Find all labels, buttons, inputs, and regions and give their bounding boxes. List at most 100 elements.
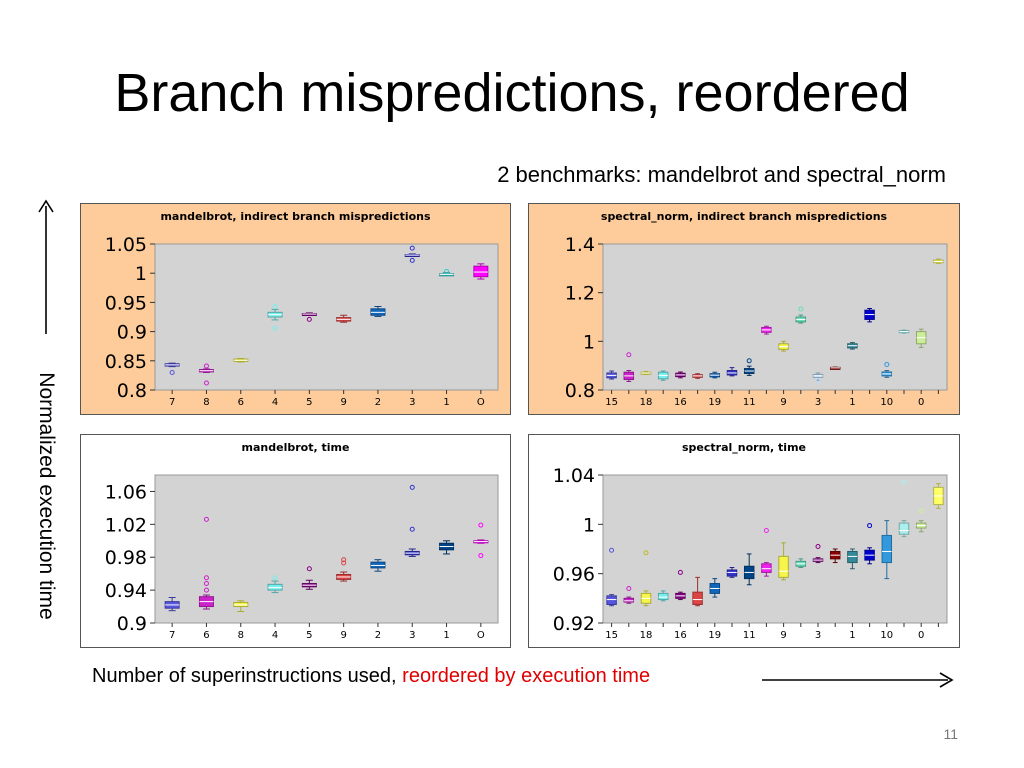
y-tick-label: 0.95 (105, 292, 147, 314)
box-4 (898, 479, 910, 538)
y-tick-label: 1.4 (565, 234, 595, 256)
y-tick-label: 1.04 (553, 465, 595, 487)
outlier-point (867, 523, 873, 529)
box-5 (301, 566, 317, 590)
chart-title: spectral_norm, time (682, 441, 806, 454)
chart-title: mandelbrot, indirect branch mispredictio… (160, 210, 431, 223)
x-tick-label: 9 (340, 397, 346, 408)
outlier-point (272, 575, 278, 581)
chart-mandelbrot-time: mandelbrot, time 0.9 0.94 0.98 1.02 1.06 7 6 8 4 5… (80, 434, 511, 648)
box-3 (404, 484, 420, 557)
box-7 (164, 362, 180, 375)
box-2 (829, 366, 841, 370)
x-tick-label: 0 (918, 397, 924, 408)
x-tick-label: 0 (918, 630, 924, 641)
x-tick-label: 7 (169, 630, 175, 641)
x-tick-label: 10 (880, 397, 893, 408)
outlier-point (815, 378, 821, 384)
x-tick-label: 2 (375, 397, 381, 408)
box-body (606, 595, 617, 606)
x-tick-label: 4 (272, 630, 278, 641)
box-17 (623, 585, 635, 604)
box-1 (439, 540, 455, 555)
x-tick-label: 19 (708, 630, 721, 641)
box-11 (743, 358, 755, 376)
y-tick-label: 0.8 (117, 380, 147, 402)
box-0 (915, 328, 927, 348)
outlier-point (272, 325, 278, 331)
box-4 (267, 303, 283, 331)
box-10 (881, 361, 893, 378)
y-tick-label: 1.02 (105, 514, 147, 536)
x-tick-label: 8 (203, 397, 209, 408)
box-body (898, 522, 910, 535)
x-tick-label: 6 (203, 630, 209, 641)
box-6 (795, 558, 807, 568)
box-3 (812, 372, 824, 384)
x-tick-label: 4 (272, 397, 278, 408)
x-tick-label: O (477, 630, 485, 641)
box-10 (881, 520, 893, 580)
box-15 (606, 547, 617, 607)
box-14 (657, 590, 669, 602)
x-tick-label: 18 (640, 397, 653, 408)
box-8 (761, 325, 772, 335)
outlier-point (272, 303, 278, 309)
box-2 (370, 305, 386, 317)
box-body (881, 534, 893, 564)
outlier-point (409, 484, 415, 490)
y-tick-label: 0.96 (553, 564, 595, 586)
outlier-point (763, 528, 769, 533)
x-tick-label: 1 (443, 397, 449, 408)
box-body (726, 569, 738, 577)
x-tick-label: 3 (815, 630, 821, 641)
y-tick-label: 0.85 (105, 351, 147, 373)
x-tick-label: 3 (409, 397, 415, 408)
outlier-point (444, 268, 450, 274)
box-7 (164, 597, 180, 612)
chart-spectral-norm-time: spectral_norm, time 0.92 0.96 1 1.04 15 18 16 19… (528, 434, 960, 648)
x-tick-label: 3 (409, 630, 415, 641)
plot-area (602, 474, 948, 624)
outlier-point (203, 363, 209, 369)
y-tick-label: 1.05 (105, 234, 147, 256)
box-13 (692, 576, 703, 607)
x-tick-label: 6 (238, 397, 244, 408)
y-axis-label: Normalized execution time (35, 372, 58, 620)
box-15 (606, 370, 617, 380)
outlier-point (815, 544, 821, 550)
box-16 (675, 569, 686, 601)
outlier-point (901, 479, 907, 485)
x-axis-arrow (762, 672, 954, 688)
x-tick-label: 11 (743, 630, 756, 641)
outlier-point (203, 587, 209, 593)
y-tick-label: 1.2 (565, 283, 595, 305)
box-7 (864, 523, 875, 565)
outlier-point (478, 522, 484, 528)
box-O (473, 263, 489, 280)
x-tick-label: 1 (443, 630, 449, 641)
box-body (623, 597, 635, 603)
chart-svg: mandelbrot, indirect branch mispredictio… (105, 210, 499, 408)
x-tick-label: 8 (238, 630, 244, 641)
x-tick-label: 9 (340, 630, 346, 641)
box-11 (743, 553, 755, 586)
y-tick-label: 0.92 (553, 613, 595, 635)
box-1 (847, 548, 858, 570)
y-tick-label: 1 (583, 331, 595, 353)
box-1 (847, 342, 858, 350)
outlier-point (203, 575, 209, 581)
outlier-point (746, 358, 752, 364)
y-tick-label: 0.9 (117, 613, 147, 635)
box-18 (640, 550, 652, 607)
box-8 (761, 528, 772, 577)
x-tick-label: 9 (780, 630, 786, 641)
chart-title: mandelbrot, time (242, 441, 350, 454)
box-12 (726, 567, 738, 578)
box-5 (301, 312, 317, 322)
outlier-point (203, 380, 209, 386)
box-8 (198, 363, 214, 386)
box-1 (439, 268, 455, 277)
x-tick-label: 11 (743, 397, 756, 408)
